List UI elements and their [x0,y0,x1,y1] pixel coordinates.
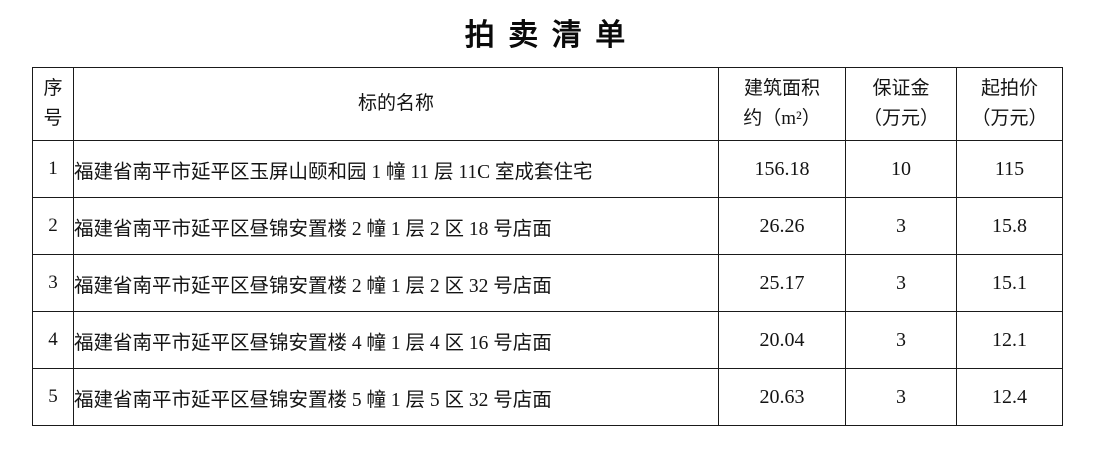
cell-name: 福建省南平市延平区昼锦安置楼 2 幢 1 层 2 区 32 号店面 [73,254,719,312]
cell-price: 12.1 [956,311,1063,369]
cell-price: 15.8 [956,197,1063,255]
cell-area: 26.26 [718,197,846,255]
header-cell-price: 起拍价 （万元） [956,67,1063,141]
cell-deposit: 3 [845,311,957,369]
cell-name: 福建省南平市延平区昼锦安置楼 2 幢 1 层 2 区 18 号店面 [73,197,719,255]
header-name-line1: 标的名称 [357,93,434,114]
cell-no: 1 [32,140,74,198]
header-deposit-line2: （万元） [862,108,939,129]
header-no-line1: 序 [43,78,63,99]
header-deposit-line1: 保证金 [872,78,930,99]
header-cell-no: 序 号 [32,67,74,141]
cell-deposit: 3 [845,197,957,255]
table-row: 4 福建省南平市延平区昼锦安置楼 4 幢 1 层 4 区 16 号店面 20.0… [32,311,1063,369]
header-price-line2: （万元） [971,108,1048,129]
cell-deposit: 3 [845,254,957,312]
header-area-line2: 约（m²） [743,108,821,129]
cell-name: 福建省南平市延平区昼锦安置楼 5 幢 1 层 5 区 32 号店面 [73,368,719,426]
page-title: 拍 卖 清 单 [464,19,629,52]
cell-no: 2 [32,197,74,255]
cell-price: 15.1 [956,254,1063,312]
cell-area: 25.17 [718,254,846,312]
cell-name: 福建省南平市延平区昼锦安置楼 4 幢 1 层 4 区 16 号店面 [73,311,719,369]
cell-deposit: 10 [845,140,957,198]
cell-name: 福建省南平市延平区玉屏山颐和园 1 幢 11 层 11C 室成套住宅 [73,140,719,198]
table-row: 2 福建省南平市延平区昼锦安置楼 2 幢 1 层 2 区 18 号店面 26.2… [32,197,1063,255]
cell-price: 12.4 [956,368,1063,426]
cell-area: 20.63 [718,368,846,426]
cell-no: 3 [32,254,74,312]
cell-area: 156.18 [718,140,846,198]
cell-area: 20.04 [718,311,846,369]
header-no-line2: 号 [43,108,63,129]
header-cell-deposit: 保证金 （万元） [845,67,957,141]
auction-table: 序 号 标的名称 建筑面积 约（m²） 保证金 （万元） 起拍价 （万元） 1 [32,67,1063,426]
header-area-line1: 建筑面积 [743,78,820,99]
cell-price: 115 [956,140,1063,198]
header-cell-area: 建筑面积 约（m²） [718,67,846,141]
cell-deposit: 3 [845,368,957,426]
table-header-row: 序 号 标的名称 建筑面积 约（m²） 保证金 （万元） 起拍价 （万元） [32,67,1063,141]
header-cell-name: 标的名称 [73,67,719,141]
table-row: 5 福建省南平市延平区昼锦安置楼 5 幢 1 层 5 区 32 号店面 20.6… [32,368,1063,426]
header-price-line1: 起拍价 [980,78,1038,99]
table-row: 1 福建省南平市延平区玉屏山颐和园 1 幢 11 层 11C 室成套住宅 156… [32,140,1063,198]
cell-no: 4 [32,311,74,369]
table-row: 3 福建省南平市延平区昼锦安置楼 2 幢 1 层 2 区 32 号店面 25.1… [32,254,1063,312]
cell-no: 5 [32,368,74,426]
